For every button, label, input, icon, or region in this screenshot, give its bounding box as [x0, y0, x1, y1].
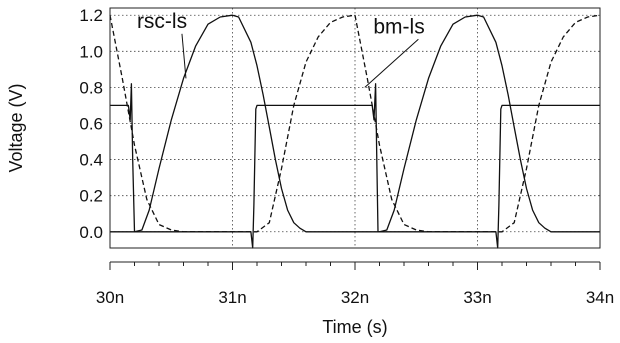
y-tick-labels: 0.0 0.2 0.4 0.6 0.8 1.0 1.2 — [79, 6, 103, 242]
y-tick-label-3: 0.6 — [79, 114, 103, 133]
x-tick-label-4: 34n — [586, 288, 614, 307]
y-tick-label-4: 0.8 — [79, 78, 103, 97]
plot-border — [109, 7, 601, 249]
plot-frame — [109, 7, 601, 249]
y-tick-label-1: 0.2 — [79, 187, 103, 206]
grid — [110, 8, 600, 248]
y-axis-label: Voltage (V) — [6, 83, 26, 172]
y-tick-label-0: 0.0 — [79, 223, 103, 242]
annotations: rsc-ls bm-ls — [137, 10, 425, 88]
y-tick-label-2: 0.4 — [79, 151, 103, 170]
x-tick-label-0: 30n — [96, 288, 124, 307]
series-line-1 — [110, 14, 600, 233]
x-axis-label: Time (s) — [322, 317, 387, 337]
annotation-0: rsc-ls — [137, 10, 187, 33]
x-tick-label-1: 31n — [218, 288, 246, 307]
series-line-0 — [110, 83, 600, 249]
x-tick-label-3: 33n — [463, 288, 491, 307]
annotation-pointer-0 — [181, 33, 187, 79]
series-layer — [109, 14, 601, 249]
y-tick-label-5: 1.0 — [79, 42, 103, 61]
x-axis: 30n 31n 32n 33n 34n — [96, 261, 614, 307]
x-tick-label-2: 32n — [341, 288, 369, 307]
y-tick-label-6: 1.2 — [79, 6, 103, 25]
annotation-1: bm-ls — [373, 15, 424, 38]
annotation-pointer-1 — [364, 38, 419, 88]
